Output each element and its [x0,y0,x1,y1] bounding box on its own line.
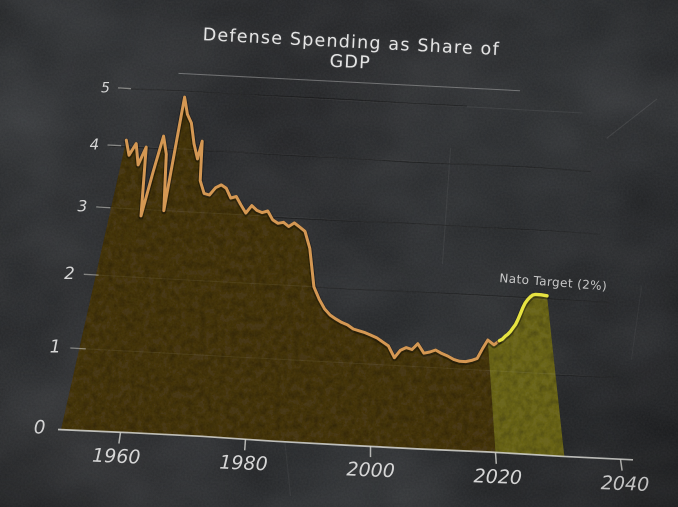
gridline-y4 [109,145,591,172]
gridline-ghost [98,206,601,235]
y-tick-3 [96,206,111,209]
y-tick-1 [70,347,86,350]
x-tick-1980 [243,439,247,451]
chart-title: Defense Spending as Share of GDP [178,24,523,92]
projection-line-shadow [496,292,550,345]
x-axis-label-2000: 2000 [346,458,395,482]
y-tick-5 [117,87,132,90]
chalk-scratch [630,286,643,360]
x-tick-2040 [619,459,623,471]
y-tick-2 [83,273,99,276]
x-axis-label-2040: 2040 [600,472,649,496]
chalk-scratch [441,148,452,264]
gridline-y1 [72,347,622,379]
x-axis-label-2020: 2020 [473,465,522,489]
y-axis-label-0: 0 [34,417,46,438]
gridline-ghost [72,347,622,379]
x-axis-label-1980: 1980 [219,452,268,476]
x-tick-2020 [494,452,498,464]
y-tick-4 [107,144,122,147]
area-fills [61,97,565,457]
chalk-scratch [283,438,292,496]
gridline-y5 [119,87,467,107]
nato-target-annotation: Nato Target (2%) [498,271,608,294]
gridline-ghost [109,144,591,172]
x-tick-1960 [118,432,122,444]
y-axis-label-4: 4 [90,136,99,154]
history-area-fill [61,97,496,453]
history-line-shadow [123,95,503,366]
y-axis-label-5: 5 [101,81,110,97]
projection-line [497,292,549,343]
y-axis-label-2: 2 [64,263,75,283]
chalk-scratch [149,323,187,342]
x-axis-label-1960: 1960 [92,445,141,469]
y-axis-label-3: 3 [77,196,87,215]
chalk-scratch [606,98,658,139]
x-axis-line [57,428,634,461]
gridline-ghost [119,87,583,114]
history-line [124,95,501,364]
y-axis-label-1: 1 [50,338,61,358]
projection-area-fill [487,294,565,457]
gridline-y3 [98,205,601,235]
